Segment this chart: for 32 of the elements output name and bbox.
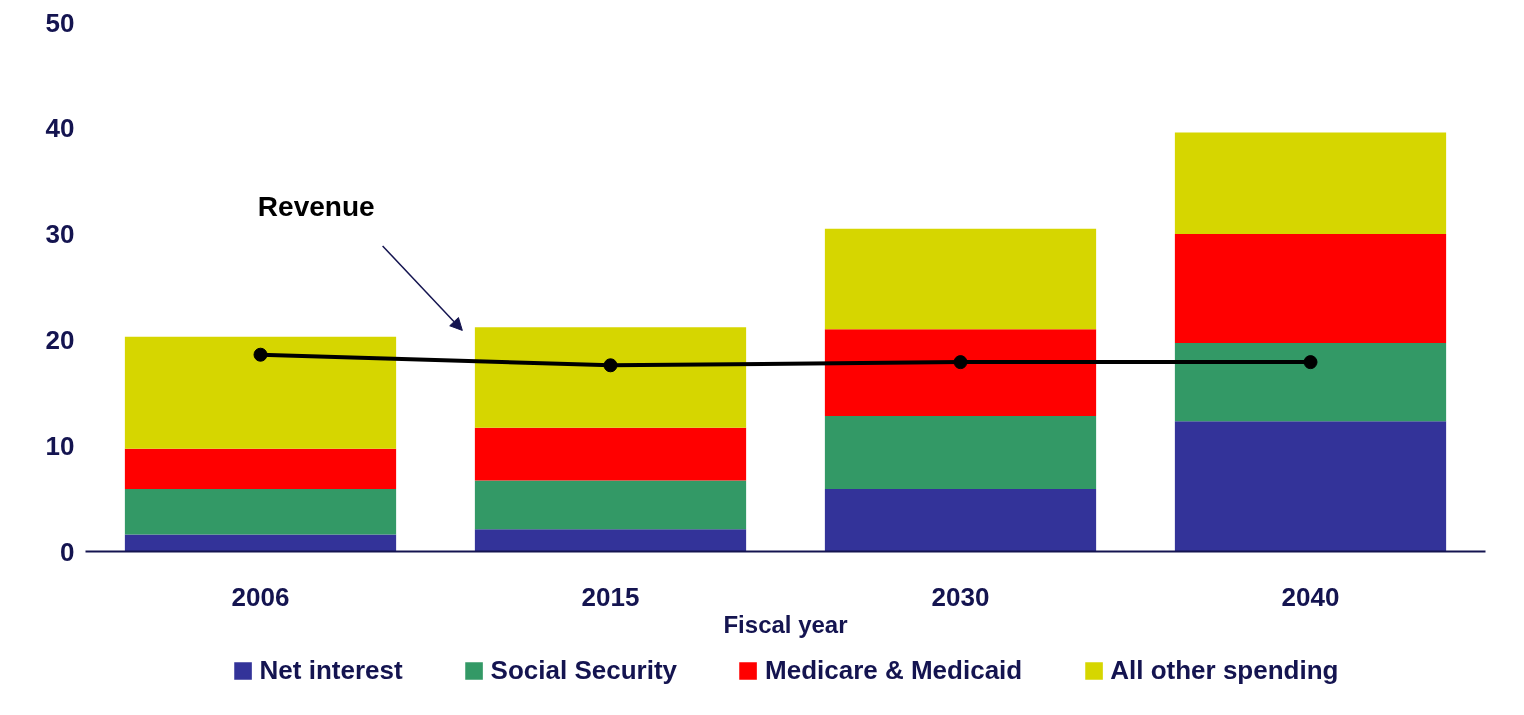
bar xyxy=(124,489,397,535)
bar xyxy=(1174,234,1447,344)
bar xyxy=(474,480,747,530)
bar xyxy=(824,489,1097,552)
bar xyxy=(824,329,1097,417)
x-tick-label: 2006 xyxy=(231,581,290,612)
x-axis-title: Fiscal year xyxy=(723,610,848,638)
bar xyxy=(474,327,747,428)
bar xyxy=(1174,343,1447,422)
bar xyxy=(824,416,1097,490)
legend-label: Social Security xyxy=(490,654,678,686)
bar xyxy=(124,448,397,490)
text: Revenue xyxy=(257,191,375,223)
bar xyxy=(474,529,747,552)
y-tick-label: 20 xyxy=(45,324,75,355)
y-tick-label: 0 xyxy=(60,536,75,567)
x-tick-label: 2015 xyxy=(581,581,640,612)
x-tick-label: 2040 xyxy=(1281,581,1340,612)
bar xyxy=(474,427,747,481)
y-tick-label: 50 xyxy=(45,7,75,38)
y-tick-label: 30 xyxy=(45,219,75,250)
y-tick-label: 40 xyxy=(45,113,75,144)
bar xyxy=(1174,421,1447,552)
bar xyxy=(824,228,1097,330)
bar xyxy=(124,534,397,552)
legend-label: All other spending xyxy=(1110,654,1339,686)
y-tick-label: 10 xyxy=(45,430,75,461)
bar xyxy=(1174,132,1447,235)
x-tick-label: 2030 xyxy=(931,581,990,612)
bar xyxy=(124,336,397,449)
legend-label: Medicare & Medicaid xyxy=(765,654,1023,686)
legend-label: Net interest xyxy=(259,654,403,686)
